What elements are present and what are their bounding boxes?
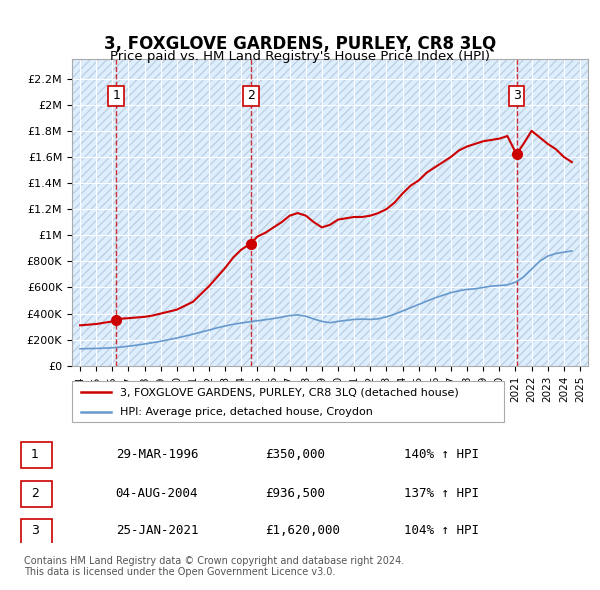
Text: 1: 1 xyxy=(31,448,39,461)
Text: Price paid vs. HM Land Registry's House Price Index (HPI): Price paid vs. HM Land Registry's House … xyxy=(110,50,490,63)
Text: £1,620,000: £1,620,000 xyxy=(265,525,340,537)
Text: 25-JAN-2021: 25-JAN-2021 xyxy=(116,525,198,537)
Text: 1: 1 xyxy=(112,89,120,102)
FancyBboxPatch shape xyxy=(72,381,504,422)
Text: 3, FOXGLOVE GARDENS, PURLEY, CR8 3LQ: 3, FOXGLOVE GARDENS, PURLEY, CR8 3LQ xyxy=(104,35,496,53)
Text: 29-MAR-1996: 29-MAR-1996 xyxy=(116,448,198,461)
Text: 3: 3 xyxy=(31,525,39,537)
Text: 3: 3 xyxy=(512,89,521,102)
Text: 104% ↑ HPI: 104% ↑ HPI xyxy=(404,525,479,537)
FancyBboxPatch shape xyxy=(20,519,52,545)
Text: 2: 2 xyxy=(247,89,255,102)
Text: 137% ↑ HPI: 137% ↑ HPI xyxy=(404,487,479,500)
FancyBboxPatch shape xyxy=(20,481,52,507)
Text: 04-AUG-2004: 04-AUG-2004 xyxy=(116,487,198,500)
Text: Contains HM Land Registry data © Crown copyright and database right 2024.
This d: Contains HM Land Registry data © Crown c… xyxy=(24,556,404,577)
Text: 3, FOXGLOVE GARDENS, PURLEY, CR8 3LQ (detached house): 3, FOXGLOVE GARDENS, PURLEY, CR8 3LQ (de… xyxy=(119,387,458,397)
Text: 140% ↑ HPI: 140% ↑ HPI xyxy=(404,448,479,461)
Text: 2: 2 xyxy=(31,487,39,500)
Text: £350,000: £350,000 xyxy=(265,448,325,461)
Text: HPI: Average price, detached house, Croydon: HPI: Average price, detached house, Croy… xyxy=(119,407,373,417)
Text: £936,500: £936,500 xyxy=(265,487,325,500)
FancyBboxPatch shape xyxy=(20,442,52,468)
